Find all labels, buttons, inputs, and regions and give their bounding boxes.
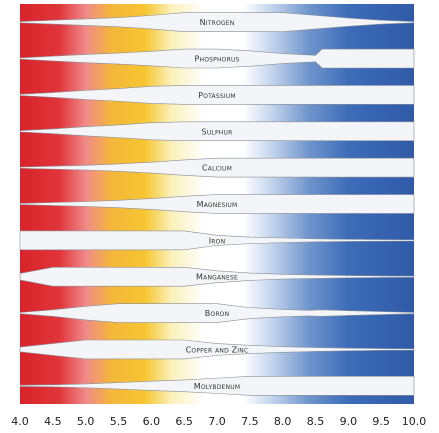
band-label-potassium: Potassium — [198, 91, 236, 100]
band-label-nitrogen: Nitrogen — [200, 18, 235, 27]
band-label-manganese: Manganese — [196, 273, 238, 282]
band-iron — [19, 230, 415, 251]
band-phosphorus — [19, 48, 415, 69]
x-tick-label: 4.5 — [44, 415, 62, 428]
band-label-magnesium: Magnesium — [197, 200, 238, 209]
band-sulphur — [19, 121, 415, 142]
band-calcium — [19, 157, 415, 178]
band-label-sulphur: Sulphur — [202, 127, 233, 136]
band-nitrogen — [19, 12, 415, 32]
x-tick-label: 8.0 — [274, 415, 292, 428]
band-label-copper-and-zinc: Copper and Zinc — [186, 345, 249, 354]
band-boron — [19, 303, 415, 323]
band-magnesium — [19, 194, 415, 214]
x-tick-label: 9.0 — [340, 415, 358, 428]
band-label-phosphorus: Phosphorus — [194, 55, 239, 64]
x-tick-label: 7.5 — [241, 415, 259, 428]
x-tick-label: 5.5 — [110, 415, 128, 428]
x-axis-ticks: 4.0 4.5 5.0 5.5 6.0 6.5 7.0 7.5 8.0 8.5 9.0 9.5 10.0 — [11, 415, 426, 428]
x-tick-label: 8.5 — [307, 415, 325, 428]
band-label-boron: Boron — [205, 309, 230, 318]
nutrient-bands — [19, 12, 415, 396]
band-manganese — [19, 266, 415, 287]
band-potassium — [19, 85, 415, 105]
x-tick-label: 6.0 — [143, 415, 161, 428]
band-label-molybdenum: Molybdenum — [194, 382, 240, 391]
band-label-calcium: Calcium — [202, 164, 232, 173]
band-molybdenum — [19, 376, 415, 396]
x-tick-label: 10.0 — [402, 415, 427, 428]
x-tick-label: 6.5 — [175, 415, 193, 428]
x-tick-label: 9.5 — [372, 415, 390, 428]
band-labels: Nitrogen Phosphorus Potassium Sulphur Calciu… — [186, 18, 249, 391]
x-tick-label: 7.0 — [208, 415, 226, 428]
x-tick-label: 4.0 — [11, 415, 29, 428]
band-label-iron: Iron — [209, 236, 226, 245]
band-copper-and-zinc — [19, 339, 415, 360]
x-tick-label: 5.0 — [77, 415, 95, 428]
